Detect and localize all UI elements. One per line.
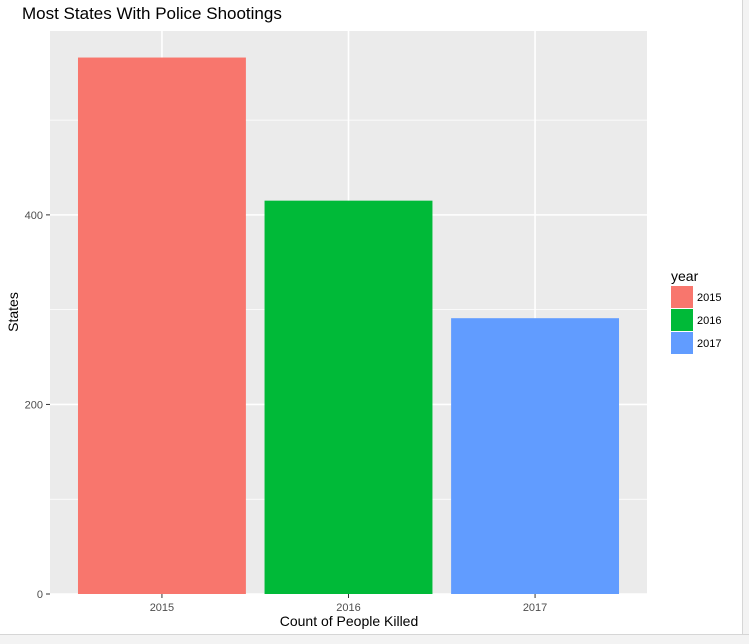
- legend: year 2015 2016 2017: [671, 268, 721, 354]
- legend-key-2016: [671, 309, 693, 331]
- x-axis-ticks: 2015 2016 2017: [150, 594, 547, 614]
- legend-key-2015: [671, 286, 693, 308]
- bar-2015: [77, 57, 246, 595]
- x-tick-label: 2016: [336, 602, 360, 614]
- window-frame-bottom: [0, 634, 749, 644]
- y-tick-label: 200: [25, 399, 43, 411]
- x-tick-label: 2017: [523, 602, 547, 614]
- legend-title: year: [671, 268, 699, 284]
- legend-items: 2015 2016 2017: [671, 286, 721, 354]
- legend-label-2015: 2015: [697, 292, 721, 304]
- legend-label-2016: 2016: [697, 315, 721, 327]
- chart-title: Most States With Police Shootings: [22, 4, 282, 23]
- y-axis-ticks: 0 200 400: [25, 210, 50, 601]
- legend-key-2017: [671, 332, 693, 354]
- window-frame-right: [742, 0, 749, 644]
- y-tick-label: 0: [37, 589, 43, 601]
- y-tick-label: 400: [25, 210, 43, 222]
- bar-chart: Most States With Police Shootings 0 200 40…: [5, 4, 721, 629]
- x-axis-title: Count of People Killed: [280, 613, 419, 629]
- x-tick-label: 2015: [150, 602, 174, 614]
- bar-2016: [264, 200, 433, 594]
- y-axis-title: States: [5, 292, 21, 332]
- legend-label-2017: 2017: [697, 338, 721, 350]
- bars: [77, 57, 620, 595]
- bar-2017: [451, 318, 620, 594]
